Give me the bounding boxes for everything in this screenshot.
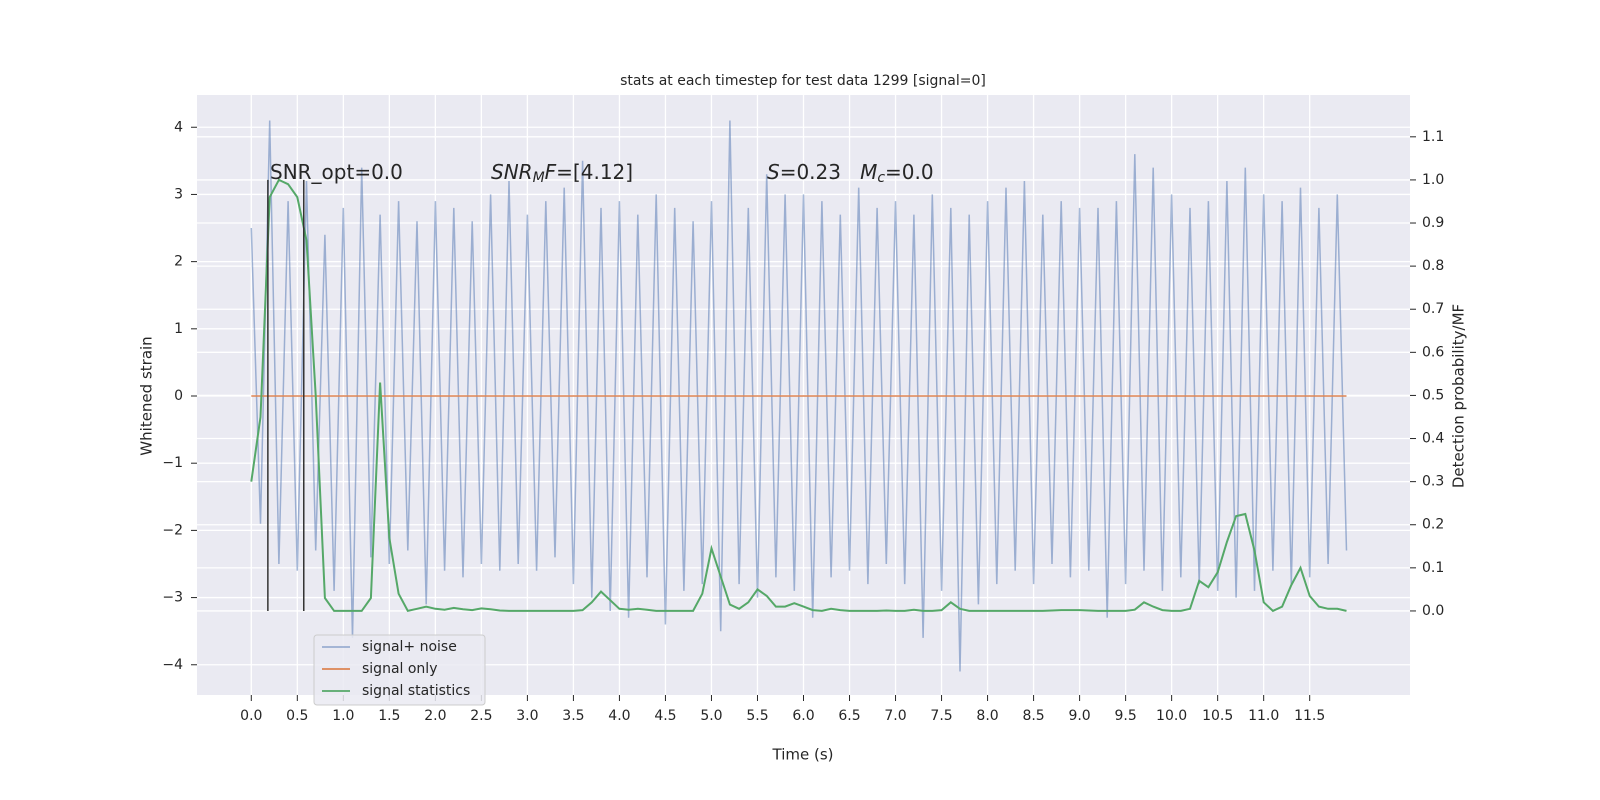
x-tick-label: 9.0 xyxy=(1068,708,1090,724)
annotation: SNRMF=[4.12] xyxy=(491,160,633,187)
annotation-part: c xyxy=(877,170,885,186)
x-tick-label: 6.5 xyxy=(838,708,860,724)
x-tick-label: 4.0 xyxy=(608,708,630,724)
x-tick-label: 1.5 xyxy=(378,708,400,724)
series-line xyxy=(250,178,1347,613)
x-tick-label: 5.5 xyxy=(746,708,768,724)
annotation-part: =[4.12] xyxy=(556,160,633,184)
x-tick-label: 6.0 xyxy=(792,708,814,724)
y-tick-label: −4 xyxy=(162,657,183,673)
series-line xyxy=(250,120,1348,672)
y2-axis-label: Detection probability/MF xyxy=(1450,304,1468,488)
x-tick-label: 0.0 xyxy=(240,708,262,724)
chart-title: stats at each timestep for test data 129… xyxy=(620,73,986,89)
legend-box xyxy=(313,634,486,706)
y2-tick-label: 0.3 xyxy=(1422,474,1444,490)
x-tick-label: 10.5 xyxy=(1202,708,1233,724)
y2-tick-label: 0.7 xyxy=(1422,301,1444,317)
y-tick-label: −3 xyxy=(162,590,183,606)
x-tick-label: 3.5 xyxy=(562,708,584,724)
y-axis-label: Whitened strain xyxy=(138,336,156,455)
y2-tick-label: 0.5 xyxy=(1422,387,1444,403)
y-tick-label: 4 xyxy=(174,119,183,135)
y-tick-label: 2 xyxy=(174,254,183,270)
annotation-part: M xyxy=(533,170,545,186)
x-tick-label: 7.0 xyxy=(884,708,906,724)
y2-tick-label: 0.0 xyxy=(1422,603,1444,619)
legend-label: signal only xyxy=(362,661,437,677)
y-tick-label: 3 xyxy=(174,186,183,202)
y-tick-label: 0 xyxy=(174,388,183,404)
x-tick-label: 3.0 xyxy=(516,708,538,724)
y2-tick-label: 1.0 xyxy=(1422,172,1444,188)
x-tick-label: 9.5 xyxy=(1114,708,1136,724)
annotation-part: F xyxy=(545,160,557,184)
x-tick-label: 11.0 xyxy=(1248,708,1279,724)
x-tick-label: 1.0 xyxy=(332,708,354,724)
x-tick-label: 10.0 xyxy=(1156,708,1187,724)
annotation: SNR_opt=0.0 xyxy=(270,160,403,184)
y2-tick-label: 0.6 xyxy=(1422,344,1444,360)
x-tick-label: 2.5 xyxy=(470,708,492,724)
x-tick-label: 0.5 xyxy=(286,708,308,724)
x-tick-label: 8.0 xyxy=(976,708,998,724)
legend: signal+ noise signal only signal statistic… xyxy=(313,634,486,706)
y2-tick-label: 0.8 xyxy=(1422,258,1444,274)
y-tick-label: −1 xyxy=(162,455,183,471)
annotation-part: SNR_opt=0.0 xyxy=(270,160,403,184)
annotation-part: =0.23 xyxy=(780,160,860,184)
y2-tick-label: 1.1 xyxy=(1422,129,1444,145)
x-tick-label: 5.0 xyxy=(700,708,722,724)
y-tick-label: −2 xyxy=(162,522,183,538)
y2-tick-label: 0.9 xyxy=(1422,215,1444,231)
legend-label: signal statistics xyxy=(362,683,470,699)
x-axis-label: Time (s) xyxy=(772,746,834,764)
y2-tick-label: 0.2 xyxy=(1422,517,1444,533)
y2-tick-label: 0.1 xyxy=(1422,560,1444,576)
x-tick-label: 8.5 xyxy=(1022,708,1044,724)
y-tick-label: 1 xyxy=(174,321,183,337)
x-tick-label: 4.5 xyxy=(654,708,676,724)
y2-tick-label: 0.4 xyxy=(1422,431,1444,447)
annotation-part: S xyxy=(767,160,780,184)
x-tick-label: 11.5 xyxy=(1294,708,1325,724)
annotation-part: M xyxy=(860,160,877,184)
legend-label: signal+ noise xyxy=(362,639,457,655)
annotation-part: SNR xyxy=(491,160,533,184)
x-tick-label: 2.0 xyxy=(424,708,446,724)
x-tick-label: 7.5 xyxy=(930,708,952,724)
annotation: S=0.23 Mc=0.0 xyxy=(767,160,934,187)
annotation-part: =0.0 xyxy=(885,160,934,184)
